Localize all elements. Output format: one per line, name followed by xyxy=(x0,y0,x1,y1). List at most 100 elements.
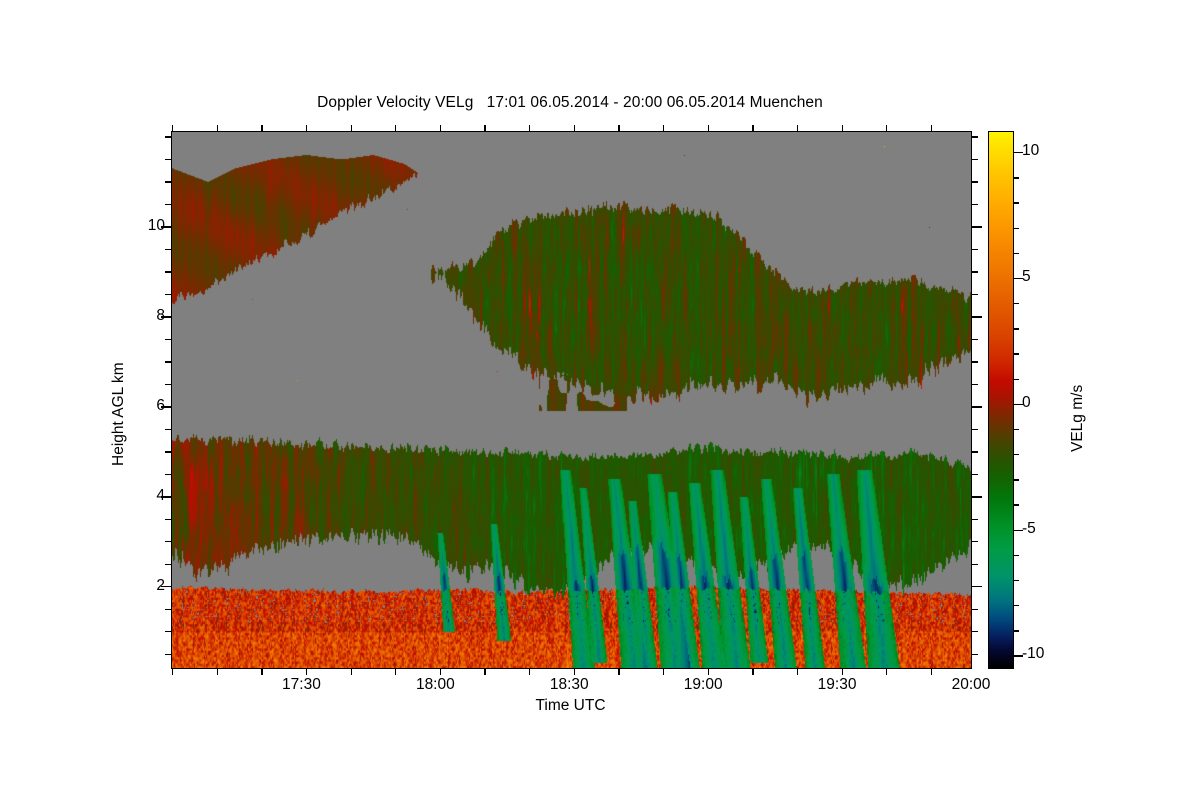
x-tick-top xyxy=(261,125,263,132)
colorbar-tick xyxy=(1013,378,1019,380)
colorbar-tick xyxy=(1013,504,1019,506)
x-tick-top xyxy=(216,125,218,132)
y-tick xyxy=(165,563,172,565)
x-tick-top xyxy=(886,125,888,132)
x-tick-label: 18:30 xyxy=(549,676,589,693)
x-tick xyxy=(841,668,843,675)
x-tick xyxy=(172,668,174,675)
y-tick xyxy=(165,608,172,610)
y-tick-label: 6 xyxy=(156,397,165,415)
y-tick xyxy=(165,473,172,476)
chart-title: Doppler Velocity VELg 17:01 06.05.2014 -… xyxy=(317,94,823,111)
y-tick-right xyxy=(971,136,978,138)
x-tick xyxy=(395,668,397,675)
x-tick xyxy=(484,668,486,675)
y-tick xyxy=(165,361,172,363)
colorbar-tick xyxy=(1013,202,1019,204)
y-axis-title: Height AGL km xyxy=(110,362,127,466)
x-tick xyxy=(930,668,933,675)
colorbar-tick xyxy=(1013,177,1019,179)
colorbar-tick xyxy=(1013,554,1019,557)
colorbar-tick xyxy=(1013,529,1023,531)
x-tick-label: 17:30 xyxy=(282,676,321,693)
x-tick xyxy=(216,668,218,675)
x-tick xyxy=(886,668,888,675)
x-tick-top xyxy=(618,125,620,132)
colorbar-tick xyxy=(1013,479,1019,481)
y-tick-right xyxy=(971,631,978,633)
colorbar-tick xyxy=(1013,403,1023,406)
x-tick xyxy=(439,668,442,675)
colorbar-tick xyxy=(1013,579,1019,582)
y-tick-right xyxy=(971,248,978,251)
x-tick-top xyxy=(172,125,174,132)
colorbar-tick xyxy=(1013,227,1019,229)
x-tick-top xyxy=(439,125,442,132)
y-tick-right xyxy=(971,473,978,476)
y-tick-right xyxy=(971,271,978,273)
y-tick-right xyxy=(971,338,978,341)
y-tick-right xyxy=(971,496,982,498)
plot-area: 17:30 18:00 18:30 19:00 19:30 20:00 2 4 6 8 10 xyxy=(148,125,990,693)
x-tick-top xyxy=(841,125,843,132)
doppler-velocity-heatmap xyxy=(172,132,971,668)
x-tick-label: 18:00 xyxy=(415,676,455,693)
y-tick-right xyxy=(971,293,978,296)
colorbar-tick xyxy=(1013,328,1019,330)
colorbar-tick-label: 10 xyxy=(1022,142,1040,160)
colorbar-gradient xyxy=(989,132,1013,668)
x-axis-title: Time UTC xyxy=(535,697,606,714)
y-tick xyxy=(165,518,172,520)
colorbar-tick-label: 0 xyxy=(1022,393,1031,411)
x-tick-label: 19:00 xyxy=(683,676,723,693)
y-tick xyxy=(161,586,172,588)
y-tick-right xyxy=(971,541,978,543)
y-tick-label: 8 xyxy=(156,307,165,325)
y-tick xyxy=(165,541,172,543)
y-tick xyxy=(161,226,172,228)
y-tick xyxy=(161,406,172,408)
y-tick-right xyxy=(971,181,978,183)
y-tick-right xyxy=(971,361,978,363)
y-tick-right xyxy=(971,203,978,206)
y-tick xyxy=(165,203,172,206)
x-tick xyxy=(305,668,308,675)
x-tick-top xyxy=(707,125,709,132)
y-tick xyxy=(165,158,172,161)
colorbar-title: VELg m/s xyxy=(1069,384,1086,452)
y-tick-right xyxy=(971,653,978,655)
x-tick-top xyxy=(529,125,531,132)
y-tick-right xyxy=(971,383,978,386)
y-tick-label: 10 xyxy=(147,217,165,235)
colorbar-tick xyxy=(1013,454,1019,456)
y-tick xyxy=(165,181,172,183)
y-tick-right xyxy=(971,586,982,588)
y-tick-right xyxy=(971,518,978,520)
colorbar-tick xyxy=(1013,605,1019,607)
colorbar-tick-label: -10 xyxy=(1022,645,1045,663)
y-tick xyxy=(161,496,172,498)
y-tick-right xyxy=(971,428,978,431)
y-tick-right xyxy=(971,316,982,318)
x-tick xyxy=(261,668,263,675)
colorbar-tick xyxy=(1013,277,1023,280)
y-tick-right xyxy=(971,158,978,161)
y-tick xyxy=(165,631,172,633)
colorbar-tick-label: 5 xyxy=(1022,267,1031,285)
x-tick-label: 19:30 xyxy=(817,676,857,693)
y-tick-right xyxy=(971,451,978,453)
x-tick-top xyxy=(350,125,352,132)
x-tick xyxy=(529,668,531,675)
x-tick xyxy=(573,668,576,675)
x-tick xyxy=(618,668,620,675)
x-tick xyxy=(707,668,709,675)
colorbar-tick xyxy=(1013,655,1023,657)
y-tick xyxy=(165,136,172,138)
colorbar-tick-label: -5 xyxy=(1022,519,1036,537)
x-tick-top xyxy=(796,125,799,132)
x-tick xyxy=(350,668,352,675)
colorbar-tick xyxy=(1013,353,1019,355)
x-tick-top xyxy=(930,125,933,132)
x-tick xyxy=(752,668,754,675)
